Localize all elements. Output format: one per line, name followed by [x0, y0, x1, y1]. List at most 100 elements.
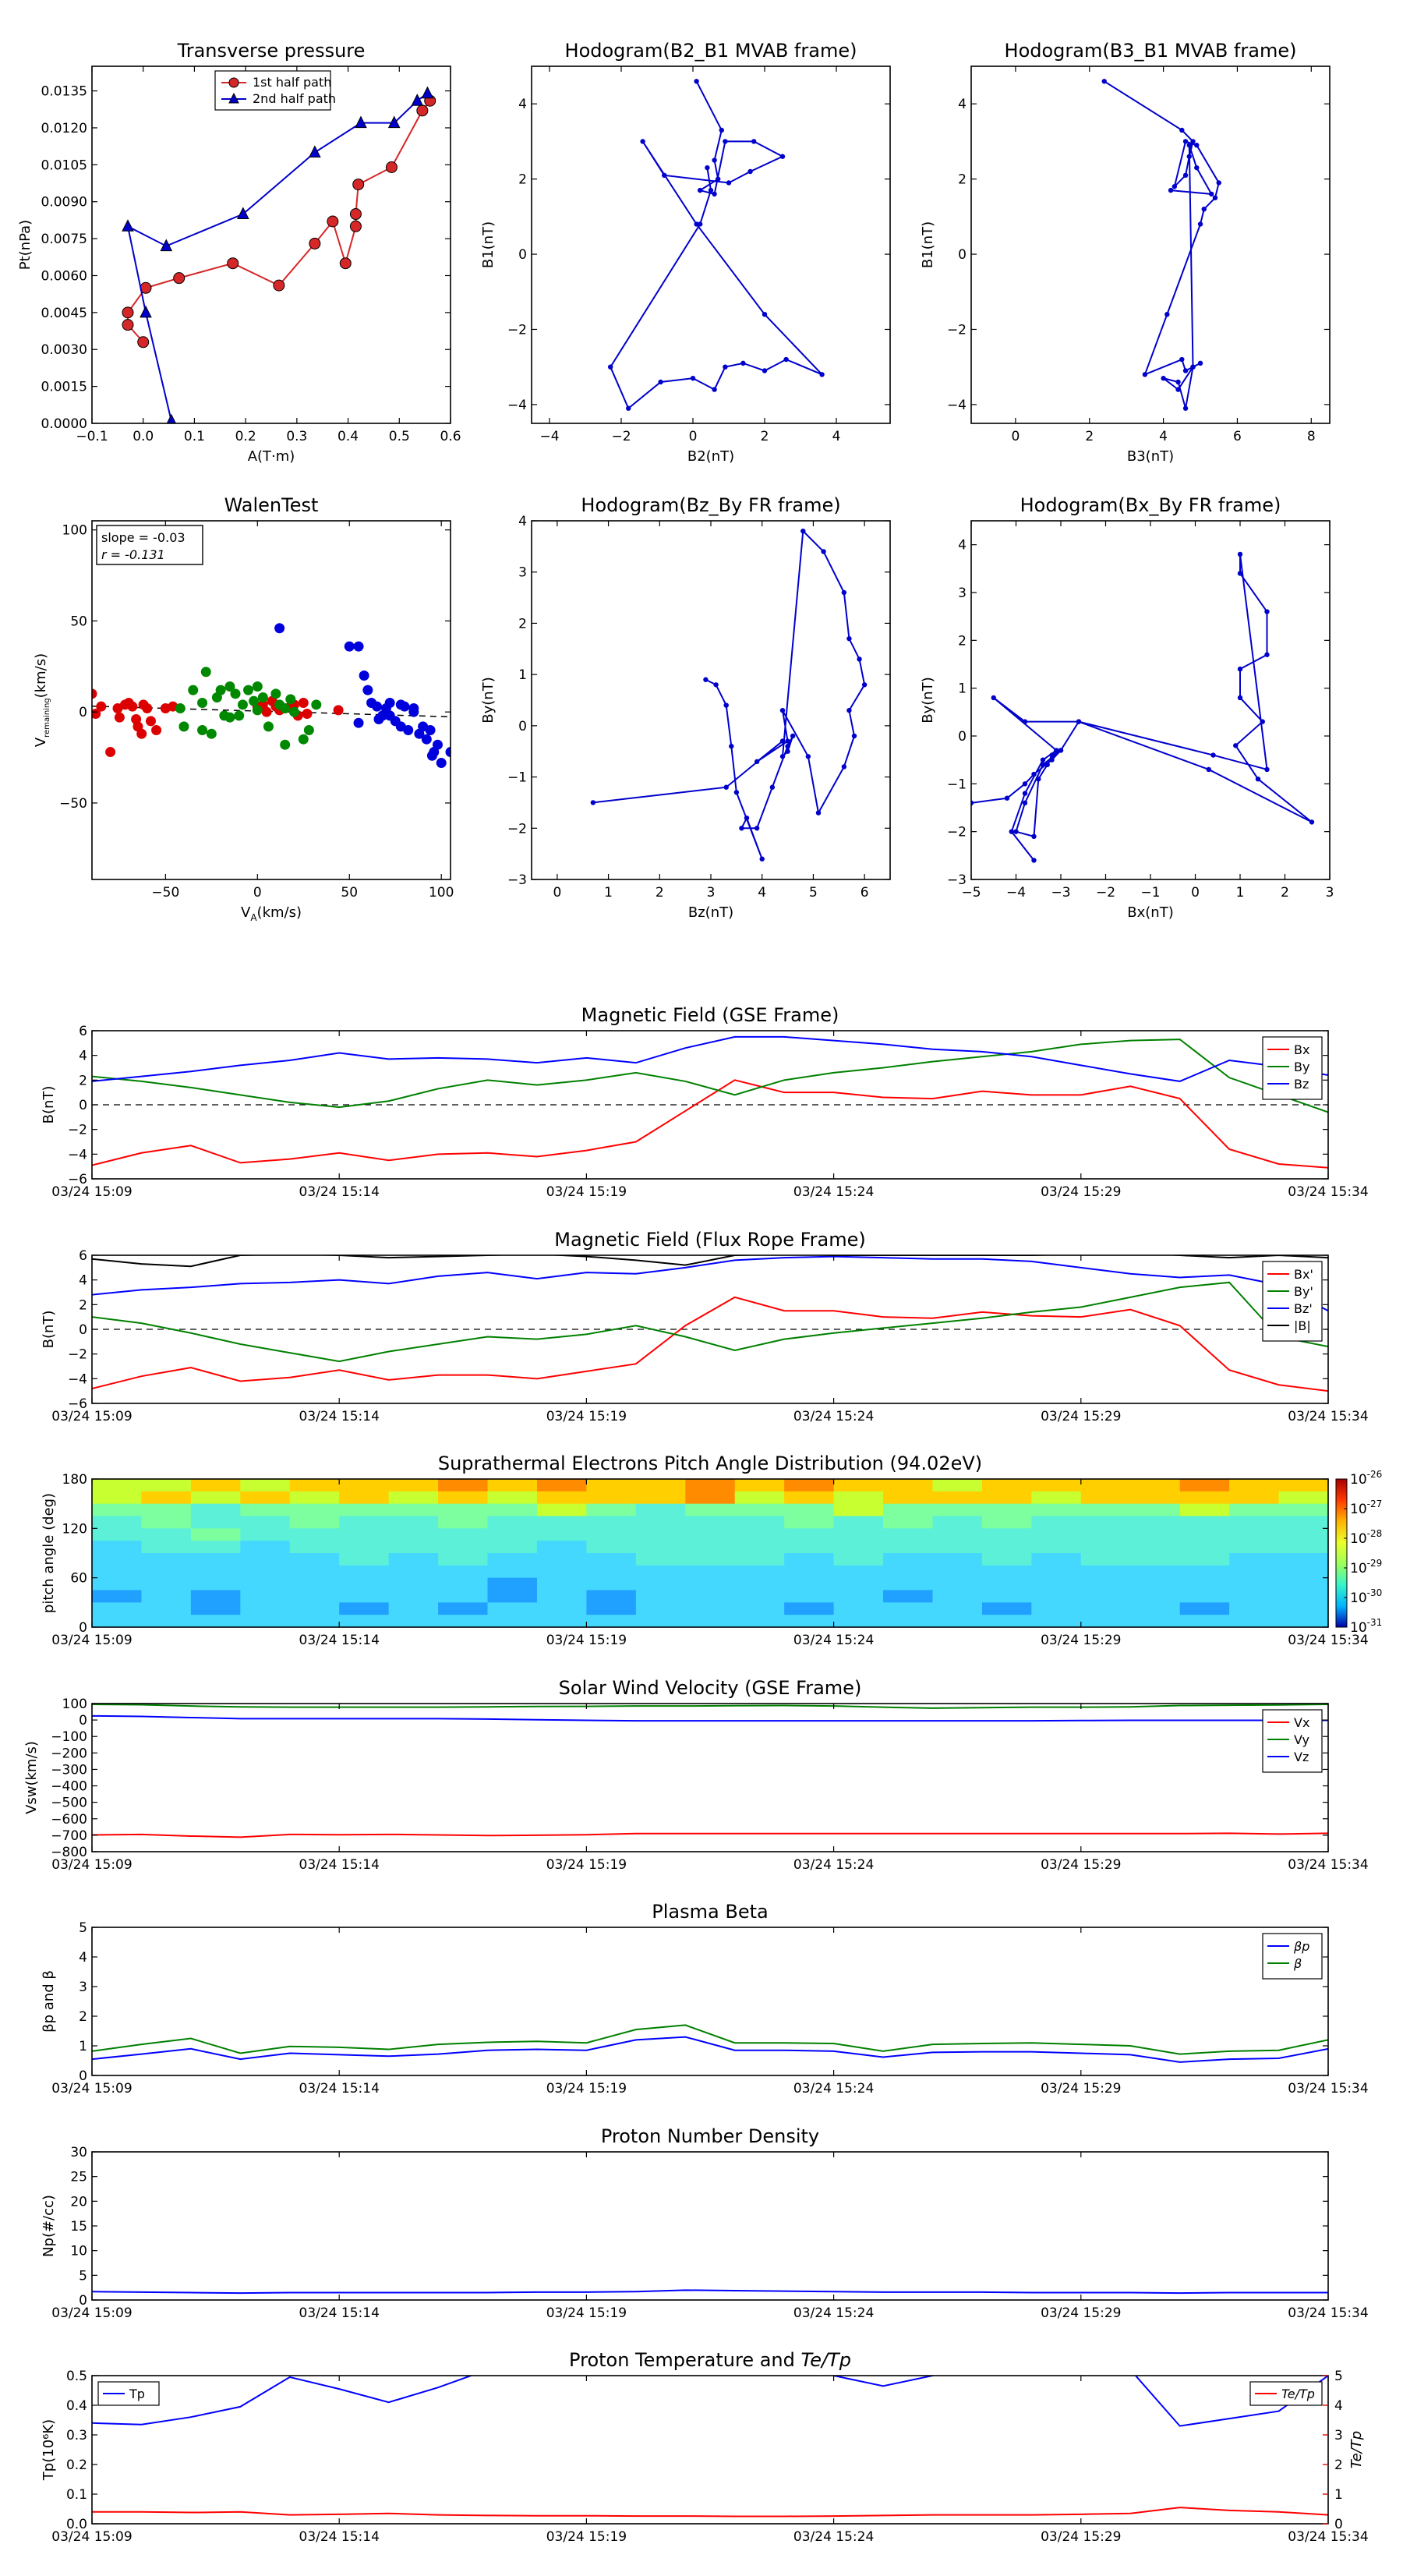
heat-cell — [981, 1615, 1032, 1628]
data-point — [197, 698, 208, 709]
heat-cell — [883, 1503, 934, 1517]
heat-cell — [289, 1479, 340, 1492]
legend-box — [1262, 1261, 1323, 1342]
heat-cell — [1130, 1602, 1181, 1615]
heat-cell — [339, 1602, 390, 1615]
heat-cell — [833, 1565, 884, 1579]
heat-cell — [487, 1590, 538, 1603]
colorbar-tick-label: 10-26 — [1350, 1469, 1382, 1488]
heat-cell — [190, 1553, 241, 1566]
y-tick-label: 180 — [62, 1472, 87, 1488]
heat-cell — [438, 1541, 489, 1554]
series-line — [127, 100, 431, 343]
data-point — [197, 725, 208, 736]
data-point — [349, 208, 362, 221]
data-point — [1022, 791, 1028, 796]
y-tick-label: 60 — [70, 1571, 87, 1587]
colorbar-exp: -27 — [1367, 1499, 1383, 1509]
heat-cell — [141, 1503, 192, 1517]
y-tick-label: −50 — [59, 796, 87, 812]
data-point — [1237, 666, 1243, 672]
y-tick-label: 50 — [70, 614, 87, 629]
heat-cell — [685, 1602, 736, 1615]
heat-cell — [92, 1479, 143, 1492]
y-tick-label: −600 — [51, 1812, 87, 1828]
heat-cell — [784, 1479, 835, 1492]
heat-cell — [141, 1553, 192, 1566]
y2-tick-label: 5 — [1334, 2369, 1343, 2384]
y-axis-label: Vsw(km/s) — [23, 1741, 40, 1814]
data-point — [327, 215, 339, 228]
y-tick-label: −100 — [51, 1729, 87, 1745]
colorbar-base: 10 — [1350, 1561, 1367, 1576]
heat-cell — [1278, 1590, 1329, 1603]
time-tick-label: 03/24 15:19 — [546, 1633, 627, 1648]
title-math: Te/Tp — [801, 2349, 851, 2371]
heat-cell — [685, 1553, 736, 1566]
y-tick-label: 20 — [70, 2194, 87, 2210]
y2-tick-label: 0 — [1334, 2517, 1343, 2532]
data-point — [280, 703, 291, 714]
series-line-Tp — [92, 2376, 1328, 2427]
data-point — [590, 800, 596, 805]
y-tick-label: 0 — [79, 2293, 87, 2309]
colorbar-tick-label: 10-27 — [1350, 1499, 1382, 1517]
heat-cell — [289, 1565, 340, 1579]
heat-cell — [635, 1615, 686, 1628]
data-point — [1182, 405, 1189, 411]
heat-cell — [1179, 1577, 1230, 1591]
data-point — [252, 705, 263, 716]
y-tick-label: −1 — [507, 770, 527, 786]
data-point — [851, 733, 857, 739]
heat-cell — [190, 1479, 241, 1492]
heat-cell — [1278, 1602, 1329, 1615]
chart-title: Suprathermal Electrons Pitch Angle Distr… — [438, 1453, 982, 1474]
series-line-Vy — [92, 1704, 1328, 1709]
heat-cell — [833, 1503, 884, 1517]
data-point — [372, 701, 383, 712]
heat-cell — [1179, 1516, 1230, 1529]
data-point — [252, 681, 263, 692]
heat-cell — [833, 1615, 884, 1628]
heat-cell — [1229, 1479, 1280, 1492]
x-tick-label: −3 — [1051, 885, 1070, 901]
time-tick-label: 03/24 15:34 — [1288, 1409, 1368, 1424]
heat-cell — [784, 1528, 835, 1541]
heat-cell — [141, 1565, 192, 1579]
series-line-B — [92, 1255, 1328, 1268]
heat-cell — [92, 1590, 143, 1603]
data-point — [1209, 191, 1214, 197]
y-tick-label: 0.0030 — [41, 342, 87, 358]
heat-cell — [833, 1602, 884, 1615]
chart-title: Plasma Beta — [652, 1901, 768, 1923]
annotation-box — [96, 525, 203, 565]
data-point — [785, 738, 790, 744]
heat-cell — [586, 1541, 637, 1554]
heat-cell — [635, 1590, 686, 1603]
time-tick-label: 03/24 15:29 — [1041, 1409, 1121, 1424]
heat-cell — [92, 1565, 143, 1579]
time-tick-label: 03/24 15:09 — [51, 2529, 132, 2545]
series-line-0 — [92, 2289, 1328, 2295]
heat-cell — [92, 1553, 143, 1566]
data-point — [298, 698, 309, 709]
data-point — [694, 79, 699, 84]
y-tick-label: 0.0045 — [41, 306, 87, 321]
heat-cell — [339, 1491, 390, 1505]
legend-label: 2nd half path — [253, 91, 336, 106]
title-main: Proton Temperature and — [569, 2349, 800, 2371]
data-point — [1190, 364, 1196, 370]
heat-cell — [635, 1577, 686, 1591]
time-tick-label: 03/24 15:14 — [299, 2081, 380, 2097]
heat-cell — [784, 1615, 835, 1628]
heat-cell — [240, 1541, 291, 1554]
data-point — [1161, 375, 1166, 381]
data-point — [698, 221, 703, 227]
heat-cell — [833, 1553, 884, 1566]
time-tick-label: 03/24 15:29 — [1041, 1633, 1121, 1648]
x-tick-label: 0.2 — [235, 429, 256, 444]
colorbar-base: 10 — [1350, 1591, 1367, 1606]
heat-cell — [981, 1528, 1032, 1541]
heat-cell — [685, 1503, 736, 1517]
